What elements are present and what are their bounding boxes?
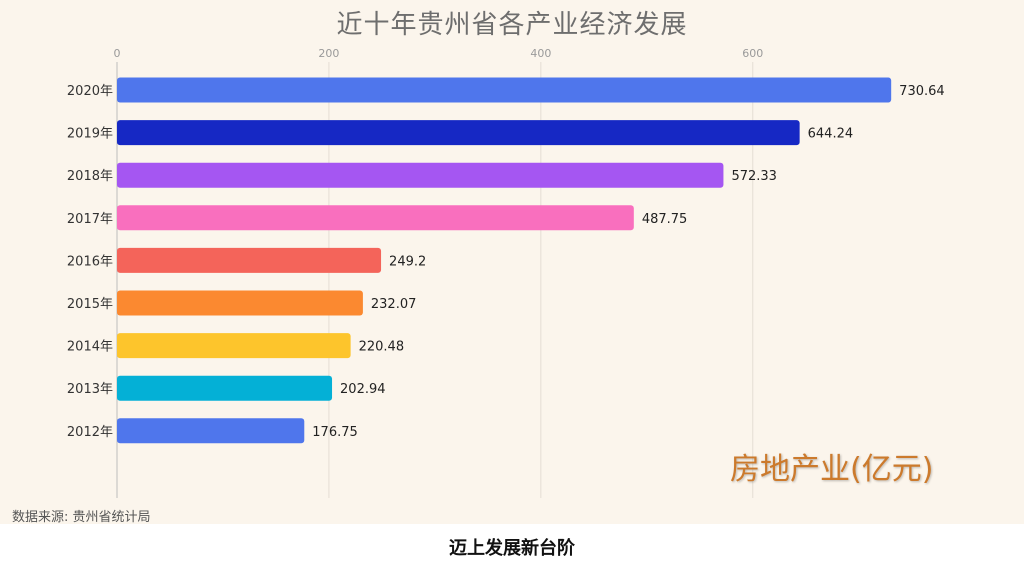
bar-2013年	[117, 375, 333, 401]
source-note: 数据来源: 贵州省统计局	[12, 510, 151, 525]
bar-2020年	[117, 77, 892, 103]
value-label: 176.75	[312, 425, 358, 440]
category-label: 2015年	[67, 297, 113, 312]
value-label: 730.64	[899, 84, 945, 99]
x-tick-label: 400	[530, 47, 551, 60]
category-label: 2018年	[67, 169, 113, 184]
category-label: 2014年	[67, 340, 113, 355]
category-label: 2016年	[67, 254, 113, 269]
bar-chart: 0 200 400 600 2020年 730.64 2019年 644.24 2018年 572…	[67, 47, 945, 498]
x-tick-label: 0	[114, 47, 121, 60]
value-label: 572.33	[731, 169, 777, 184]
bar-2017年	[117, 205, 634, 231]
category-label: 2020年	[67, 84, 113, 99]
video-caption: 迈上发展新台阶	[449, 538, 575, 559]
value-label: 232.07	[371, 297, 417, 312]
x-tick-label: 200	[318, 47, 339, 60]
bar-2015年	[117, 290, 363, 316]
caption-band	[0, 524, 1024, 569]
category-label: 2013年	[67, 382, 113, 397]
chart-title: 近十年贵州省各产业经济发展	[336, 10, 688, 40]
category-label: 2017年	[67, 212, 113, 227]
value-label: 249.2	[389, 254, 426, 269]
value-label: 220.48	[359, 340, 405, 355]
value-label: 487.75	[642, 212, 688, 227]
bar-2018年	[117, 162, 724, 188]
bar-2014年	[117, 333, 351, 359]
category-label: 2019年	[67, 127, 113, 142]
bar-2016年	[117, 247, 382, 273]
category-label: 2012年	[67, 425, 113, 440]
bar-2019年	[117, 120, 800, 146]
bar-2012年	[117, 418, 305, 444]
value-label: 644.24	[808, 127, 854, 142]
value-label: 202.94	[340, 382, 386, 397]
x-tick-label: 600	[742, 47, 763, 60]
series-label: 房地产业(亿元)	[730, 452, 934, 487]
